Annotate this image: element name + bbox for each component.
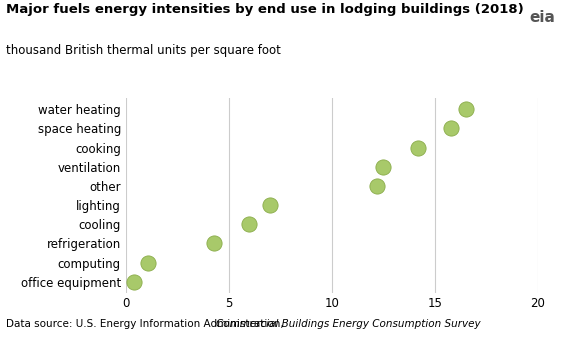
Text: eia: eia <box>529 10 555 25</box>
Point <box>447 126 456 131</box>
Text: Data source: U.S. Energy Information Administration,: Data source: U.S. Energy Information Adm… <box>6 318 287 329</box>
Text: Commercial Buildings Energy Consumption Survey: Commercial Buildings Energy Consumption … <box>216 318 481 329</box>
Point <box>461 106 470 112</box>
Point <box>129 279 138 284</box>
Text: thousand British thermal units per square foot: thousand British thermal units per squar… <box>6 44 281 57</box>
Point <box>245 221 254 227</box>
Point <box>379 164 388 170</box>
Point <box>210 241 219 246</box>
Point <box>414 145 423 150</box>
Text: Major fuels energy intensities by end use in lodging buildings (2018): Major fuels energy intensities by end us… <box>6 3 523 17</box>
Point <box>265 202 275 208</box>
Point <box>372 183 382 189</box>
Point <box>144 260 153 265</box>
